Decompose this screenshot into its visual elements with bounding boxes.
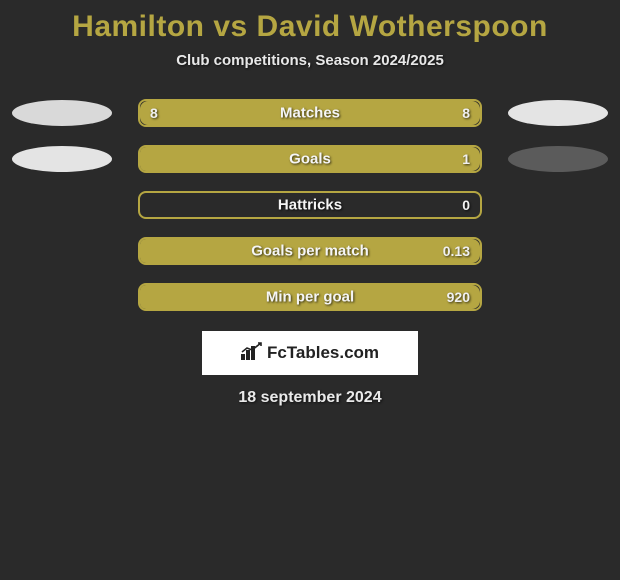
stat-value-right: 920 <box>447 289 470 305</box>
stat-value-right: 1 <box>462 151 470 167</box>
player-badge-right <box>508 146 608 172</box>
stat-row: 0 Hattricks <box>0 191 620 219</box>
stat-bar: 8 8 Matches <box>138 99 482 127</box>
stat-bar: 1 Goals <box>138 145 482 173</box>
stat-value-right: 0.13 <box>443 243 470 259</box>
player-badge-left <box>12 100 112 126</box>
stat-row: 1 Goals <box>0 145 620 173</box>
subtitle: Club competitions, Season 2024/2025 <box>0 52 620 69</box>
stats-rows: 8 8 Matches 1 Goals 0 Hattricks 0.13 Goals per m… <box>0 99 620 311</box>
comparison-infographic: Hamilton vs David Wotherspoon Club compe… <box>0 0 620 407</box>
stat-bar: 0.13 Goals per match <box>138 237 482 265</box>
stat-label: Min per goal <box>266 289 354 306</box>
stat-label: Hattricks <box>278 197 342 214</box>
stat-row: 920 Min per goal <box>0 283 620 311</box>
stat-value-right: 8 <box>462 105 470 121</box>
page-title: Hamilton vs David Wotherspoon <box>0 0 620 52</box>
stat-value-left: 8 <box>150 105 158 121</box>
stat-bar: 920 Min per goal <box>138 283 482 311</box>
player-badge-right <box>508 100 608 126</box>
stat-bar: 0 Hattricks <box>138 191 482 219</box>
fctables-logo: FcTables.com <box>202 331 418 375</box>
date-text: 18 september 2024 <box>0 389 620 407</box>
stat-row: 0.13 Goals per match <box>0 237 620 265</box>
logo-text: FcTables.com <box>267 343 379 363</box>
stat-label: Goals per match <box>251 243 369 260</box>
stat-label: Goals <box>289 151 331 168</box>
stat-label: Matches <box>280 105 340 122</box>
stat-row: 8 8 Matches <box>0 99 620 127</box>
player-badge-left <box>12 146 112 172</box>
bar-chart-icon <box>241 342 263 365</box>
stat-value-right: 0 <box>462 197 470 213</box>
